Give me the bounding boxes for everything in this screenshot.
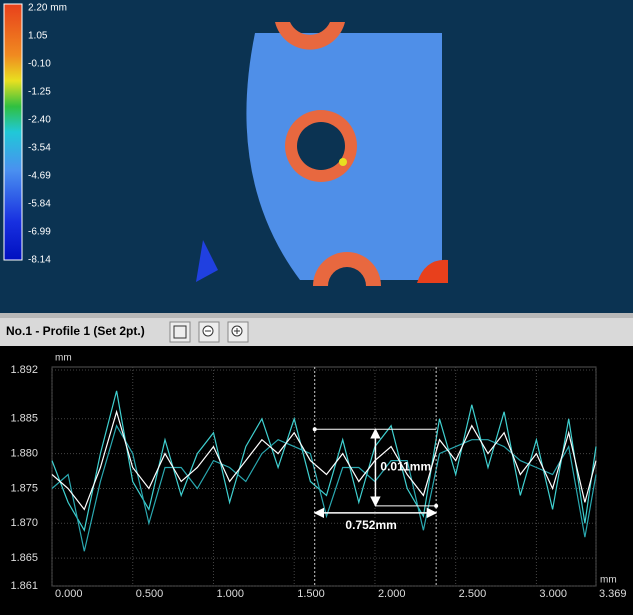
y-tick-label: 1.870 — [10, 517, 38, 529]
panel-header — [0, 318, 633, 346]
colorbar-label: -5.84 — [28, 199, 51, 210]
colorbar-label: -8.14 — [28, 255, 51, 266]
x-tick-label: 1.000 — [216, 588, 244, 600]
x-tick-label: 0.500 — [136, 588, 164, 600]
y-tick-label: 1.865 — [10, 552, 38, 564]
annotation: 0.011mm — [380, 460, 431, 474]
x-tick-label: 1.500 — [297, 588, 325, 600]
part-model — [196, 22, 448, 286]
y-tick-label: 1.861 — [10, 580, 38, 592]
splitter[interactable] — [0, 313, 633, 318]
colorbar-label: -1.25 — [28, 87, 51, 98]
colorbar-label: -6.99 — [28, 227, 51, 238]
plot-area — [51, 366, 597, 587]
y-tick-label: 1.885 — [10, 413, 38, 425]
x-tick-label: 2.500 — [459, 588, 487, 600]
x-tick-label: 3.369 — [599, 588, 627, 600]
colorbar-label: -4.69 — [28, 171, 51, 182]
colorbar-label: 1.05 — [28, 31, 48, 42]
zoom-in-button[interactable] — [227, 321, 249, 343]
colorbar-label: -2.40 — [28, 115, 51, 126]
fit-button[interactable] — [169, 321, 191, 343]
y-tick-label: 1.892 — [10, 364, 38, 376]
x-tick-label: 2.000 — [378, 588, 406, 600]
colorbar-label: -3.54 — [28, 143, 51, 154]
cursor-point — [434, 503, 439, 508]
x-tick-label: 0.000 — [55, 588, 83, 600]
y-unit: mm — [55, 353, 72, 364]
annotation: 0.752mm — [345, 518, 396, 532]
x-tick-label: 3.000 — [539, 588, 567, 600]
colorbar-label: -0.10 — [28, 59, 51, 70]
x-unit: mm — [600, 575, 617, 586]
colorbar-label: 2.20 mm — [28, 3, 67, 14]
zoom-out-button[interactable] — [198, 321, 220, 343]
profile-chart: 1.861 1.865 1.870 1.875 1.880 1.885 1.892 0.000… — [10, 364, 626, 600]
colorbar — [3, 3, 23, 261]
colorbar-labels: 2.20 mm 1.05 -0.10 -1.25 -2.40 -3.54 -4.69 -5.8… — [28, 3, 67, 266]
y-tick-label: 1.875 — [10, 482, 38, 494]
panel-title: No.1 - Profile 1 (Set 2pt.) — [6, 324, 145, 338]
y-tick-label: 1.880 — [10, 448, 38, 460]
profile-line — [51, 409, 597, 511]
cursor-point — [312, 427, 317, 432]
